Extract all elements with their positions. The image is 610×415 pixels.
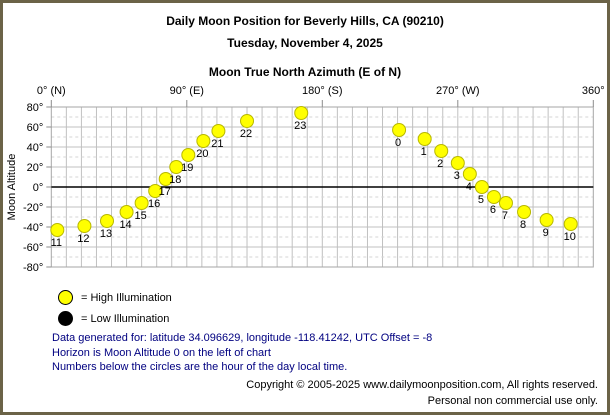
moon-point-hour-label: 8 [520,219,526,231]
y-axis-title: Moon Altitude [6,154,18,221]
y-tick-label: 40° [27,142,44,154]
moon-point-hour-label: 4 [466,181,472,193]
moon-point [539,213,554,227]
moon-point-hour-label: 20 [196,148,208,160]
moon-point-hour-label: 19 [181,162,193,174]
y-tick-label: -80° [23,262,43,274]
copyright-footer: Copyright © 2005-2025 www.dailymoonposit… [246,378,598,409]
moon-point [462,167,477,181]
moon-point [211,124,226,138]
note-hour-numbers: Numbers below the circles are the hour o… [52,361,348,373]
moon-point [119,205,134,219]
moon-point [181,148,196,162]
moon-point [240,114,255,128]
y-tick-label: 20° [27,162,44,174]
moon-point-hour-label: 0 [395,137,401,149]
x-tick-label: 0° (N) [37,85,66,97]
moon-point-hour-label: 2 [437,158,443,170]
y-tick-label: -40° [23,222,43,234]
moon-point [158,172,173,186]
moon-point-hour-label: 7 [502,210,508,222]
moon-point [450,156,465,170]
legend-item-low-illumination: = Low Illumination [58,308,172,329]
moon-point [50,223,65,237]
moon-point [474,180,489,194]
moon-point [196,134,211,148]
moon-point-hour-label: 12 [77,233,89,245]
moon-point-hour-label: 14 [119,219,131,231]
moon-point [169,160,184,174]
y-tick-label: 60° [27,122,44,134]
moon-point-hour-label: 22 [240,128,252,140]
moon-point-hour-label: 15 [135,210,147,222]
y-tick-label: -20° [23,202,43,214]
x-axis-title: Moon True North Azimuth (E of N) [208,65,402,79]
x-tick-label: 90° (E) [170,85,204,97]
moon-point [134,196,149,210]
legend: = High Illumination = Low Illumination [58,287,172,329]
moon-point-hour-label: 1 [421,146,427,158]
low-illumination-swatch-icon [58,311,73,326]
y-tick-label: 0° [33,182,44,194]
legend-item-high-illumination: = High Illumination [58,287,172,308]
chart-title: Daily Moon Position for Beverly Hills, C… [166,14,444,28]
high-illumination-swatch-icon [58,290,73,305]
moon-point-hour-label: 17 [159,186,171,198]
moon-point [563,217,578,231]
chart-notes: Data generated for: latitude 34.096629, … [52,331,432,375]
moon-point [517,205,532,219]
usage-line: Personal non commercial use only. [427,394,598,407]
legend-label-high: = High Illumination [81,291,172,304]
x-tick-label: 180° (S) [302,85,342,97]
moon-point-hour-label: 6 [490,204,496,216]
copyright-line: Copyright © 2005-2025 www.dailymoonposit… [246,379,598,391]
moon-point-hour-label: 21 [211,138,223,150]
legend-label-low: = Low Illumination [81,312,170,325]
x-tick-label: 270° (W) [436,85,480,97]
moon-point-hour-label: 3 [454,170,460,182]
moon-point-hour-label: 5 [478,194,484,206]
moon-point [148,184,163,198]
note-horizon: Horizon is Moon Altitude 0 on the left o… [52,346,271,359]
moon-point [294,106,309,120]
note-data-generated: Data generated for: latitude 34.096629, … [52,332,433,344]
moon-point [486,190,501,204]
moon-point [392,123,407,137]
moon-point [434,144,449,158]
y-tick-label: -60° [23,242,43,254]
x-tick-label: 360° [582,85,605,97]
moon-point-hour-label: 13 [100,228,112,240]
moon-point-hour-label: 10 [564,231,576,243]
y-tick-label: 80° [27,102,44,114]
moon-point-hour-label: 11 [51,237,62,249]
moon-point [417,132,432,146]
moon-point [100,214,115,228]
chart-date-subtitle: Tuesday, November 4, 2025 [227,36,383,50]
moon-point-hour-label: 23 [294,120,306,132]
moon-point-hour-label: 9 [543,227,549,239]
moon-azimuth-altitude-plot: 0° (N) 90° (E) 180° (S) 270° (W) 360°80°60°4… [6,85,605,274]
moon-point-hour-label: 18 [169,174,181,186]
moon-point-hour-label: 16 [148,198,160,210]
moon-point [77,219,92,233]
moon-point [498,196,513,210]
